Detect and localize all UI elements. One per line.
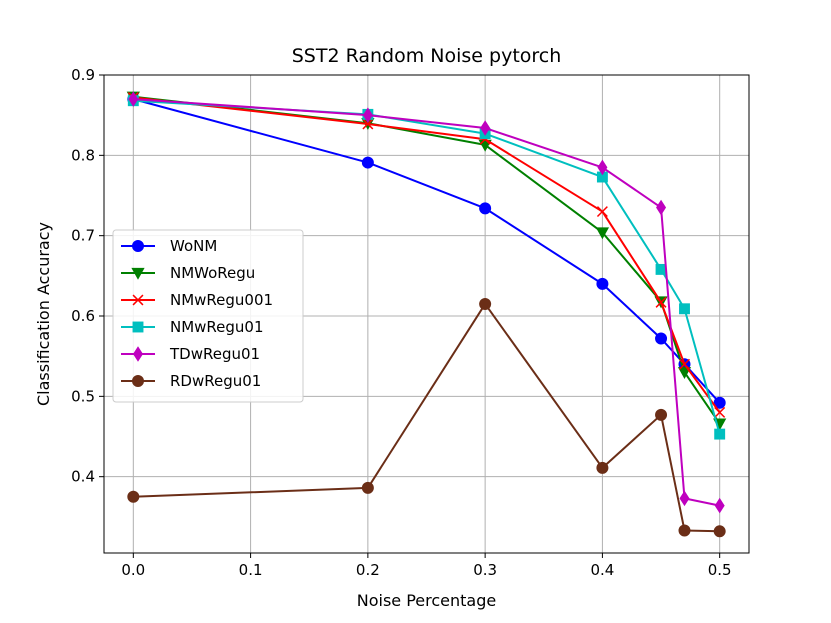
data-point: [679, 303, 690, 315]
legend: WoNM NMWoRegu NMwRegu001 NMwRegu01 TDwRegu01…: [112, 229, 304, 403]
series-tdwregu01: [128, 91, 725, 514]
chart-title: SST2 Random Noise pytorch: [292, 45, 562, 67]
legend-marker: [132, 375, 144, 387]
data-point: [361, 481, 374, 494]
data-point: [361, 156, 374, 169]
data-point: [678, 524, 691, 537]
legend-marker: [133, 346, 143, 362]
data-point: [128, 91, 139, 107]
series-rdwregu01: [127, 297, 726, 538]
y-tick-label: 0.6: [71, 307, 95, 325]
legend-box: [112, 229, 304, 403]
legend-label: RDwRegu01: [170, 372, 261, 390]
x-tick-label: 0.5: [708, 561, 732, 579]
data-point: [596, 206, 608, 218]
x-axis-label: Noise Percentage: [357, 591, 496, 610]
data-point: [656, 199, 667, 216]
data-point: [596, 277, 609, 290]
legend-item: NMwRegu01: [121, 318, 264, 336]
data-point: [679, 490, 690, 507]
legend-marker: [131, 267, 145, 280]
y-tick-label: 0.5: [71, 387, 95, 405]
data-point: [479, 202, 492, 215]
y-tick-label: 0.4: [71, 468, 95, 486]
data-point: [713, 525, 726, 538]
data-point: [362, 107, 373, 123]
x-tick-label: 0.4: [590, 561, 614, 579]
legend-label: WoNM: [170, 237, 217, 255]
series-nmwregu001: [127, 92, 726, 418]
data-point: [480, 120, 491, 136]
y-tick-label: 0.9: [71, 66, 95, 84]
legend-label: NMwRegu01: [170, 318, 264, 336]
legend-label: NMwRegu001: [170, 291, 273, 309]
axis-ticks: 0.0 0.1 0.2 0.3 0.4 0.5 0.4 0.5 0.6 0.7 0.8 0.9: [71, 66, 731, 579]
x-tick-label: 0.3: [473, 561, 497, 579]
data-point: [655, 332, 668, 345]
plot-frame: [103, 74, 750, 554]
data-point: [595, 227, 610, 240]
x-tick-label: 0.1: [239, 561, 263, 579]
legend-marker: [132, 240, 144, 252]
data-point: [127, 490, 140, 503]
legend-label: NMWoRegu: [170, 264, 255, 282]
data-point: [655, 408, 668, 421]
y-tick-label: 0.8: [71, 146, 95, 164]
data-point: [713, 396, 726, 409]
y-axis-label: Classification Accuracy: [34, 222, 53, 406]
data-point: [679, 358, 690, 370]
data-point: [655, 296, 667, 308]
legend-label: TDwRegu01: [169, 345, 260, 363]
legend-item: NMWoRegu: [121, 264, 255, 282]
legend-item: WoNM: [121, 237, 217, 255]
data-point: [677, 367, 692, 380]
data-point: [655, 263, 667, 275]
data-point: [596, 461, 609, 474]
legend-marker: [132, 294, 144, 306]
data-point: [597, 159, 608, 176]
data-point: [362, 118, 374, 130]
y-tick-label: 0.7: [71, 227, 95, 245]
x-tick-label: 0.2: [356, 561, 380, 579]
data-point: [714, 428, 726, 440]
data-point: [479, 297, 492, 310]
legend-item: RDwRegu01: [121, 372, 261, 390]
data-point: [714, 497, 725, 514]
x-tick-label: 0.0: [121, 561, 145, 579]
legend-item: NMwRegu001: [121, 291, 273, 309]
legend-marker: [132, 321, 144, 333]
series-layer: [126, 91, 727, 538]
legend-item: TDwRegu01: [121, 345, 260, 363]
data-point: [714, 406, 726, 418]
